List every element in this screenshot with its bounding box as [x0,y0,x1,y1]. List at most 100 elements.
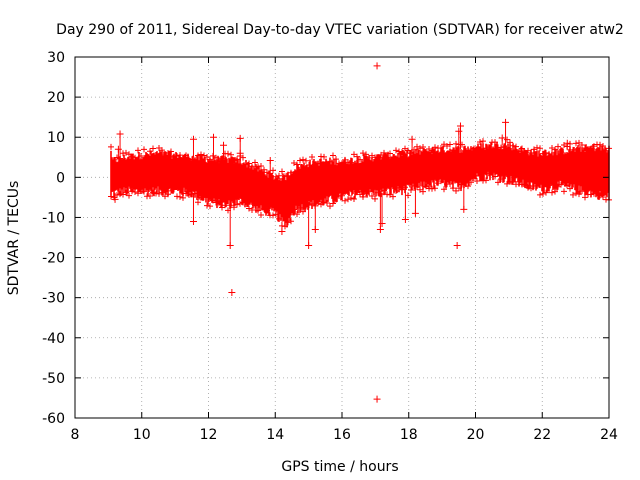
y-tick-label: -60 [42,411,65,427]
band-edge-marker [390,193,396,200]
band-edge-marker [408,150,414,157]
band-edge-marker [549,189,555,196]
band-edge-marker [573,190,579,197]
band-edge-marker [294,161,300,168]
band-edge-marker [327,158,333,165]
band-edge-marker [252,202,258,209]
band-edge-marker [378,191,384,198]
band-edge-marker [414,143,420,150]
band-edge-marker [393,147,399,154]
band-edge-marker [174,193,180,200]
band-edge-marker [453,187,459,194]
band-edge-marker [327,203,333,210]
band-edge-marker [183,152,189,159]
data-point [408,135,416,143]
band-edge-marker [201,152,207,159]
band-edge-marker [180,155,186,162]
band-edge-marker [537,191,543,198]
band-edge-marker [144,154,150,161]
band-edge-marker [480,138,486,145]
data-point [189,135,197,143]
band-edge-marker [483,145,489,152]
band-edge-marker [597,192,603,199]
band-edge-marker [441,186,447,193]
band-edge-marker [186,191,192,198]
band-edge-marker [180,194,186,201]
band-edge-marker [423,149,429,156]
band-edge-marker [543,149,549,156]
band-edge-marker [579,188,585,195]
band-edge-marker [240,199,246,206]
band-edge-marker [567,140,573,147]
data-series [108,62,612,403]
band-edge-marker [333,193,339,200]
band-edge-marker [159,147,165,154]
data-point [278,227,286,235]
data-point [460,205,468,213]
x-tick-label: 12 [200,427,218,443]
band-edge-marker [474,146,480,153]
band-edge-marker [306,162,312,169]
axis-ticks: 8 10 12 14 16 18 20 22 24 -60 -50 -40 -30 -20 -10 0 10 20… [42,50,618,443]
band-edge-marker [288,218,294,225]
band-edge-marker [198,151,204,158]
x-tick-label: 20 [467,427,485,443]
band-edge-marker [348,159,354,166]
band-edge-marker [246,205,252,212]
band-edge-marker [207,203,213,210]
band-edge-marker [135,147,141,154]
band-edge-marker [534,182,540,189]
band-edge-marker [177,152,183,159]
band-edge-marker [129,188,135,195]
data-point [236,134,244,142]
band-edge-marker [315,160,321,167]
band-edge-marker [450,147,456,154]
band-edge-marker [468,179,474,186]
band-edge-marker [132,188,138,195]
data-point [502,118,510,126]
band-edge-marker [579,141,585,148]
band-edge-marker [510,142,516,149]
band-edge-marker [600,142,606,149]
band-edge-marker [468,146,474,153]
band-edge-marker [129,153,135,160]
band-edge-marker [369,193,375,200]
band-edge-marker [543,189,549,196]
band-edge-marker [516,148,522,155]
band-edge-marker [444,142,450,149]
band-edge-marker [231,204,237,211]
band-edge-marker [279,168,285,175]
band-edge-marker [363,151,369,158]
band-edge-marker [312,161,318,168]
band-edge-marker [432,144,438,151]
band-edge-marker [513,143,519,150]
band-edge-marker [405,147,411,154]
band-edge-marker [147,192,153,199]
data-point [498,134,506,142]
band-edge-marker [195,152,201,159]
band-edge-marker [402,184,408,191]
band-edge-marker [201,194,207,201]
band-edge-marker [387,150,393,157]
band-edge-marker [147,148,153,155]
data-point [311,225,319,233]
data-point [401,215,409,223]
band-edge-marker [375,155,381,162]
band-edge-marker [525,184,531,191]
band-edge-marker [222,202,228,209]
band-edge-marker [405,192,411,199]
band-edge-marker [126,151,132,158]
band-edge-marker [477,139,483,146]
band-edge-marker [348,194,354,201]
band-edge-marker [504,136,510,143]
y-tick-label: 10 [47,130,65,146]
band-edge-marker [597,141,603,148]
band-edge-marker [291,206,297,213]
data-point [210,133,218,141]
band-edge-marker [432,185,438,192]
band-edge-marker [540,150,546,157]
band-edge-marker [192,156,198,163]
band-edge-marker [558,148,564,155]
